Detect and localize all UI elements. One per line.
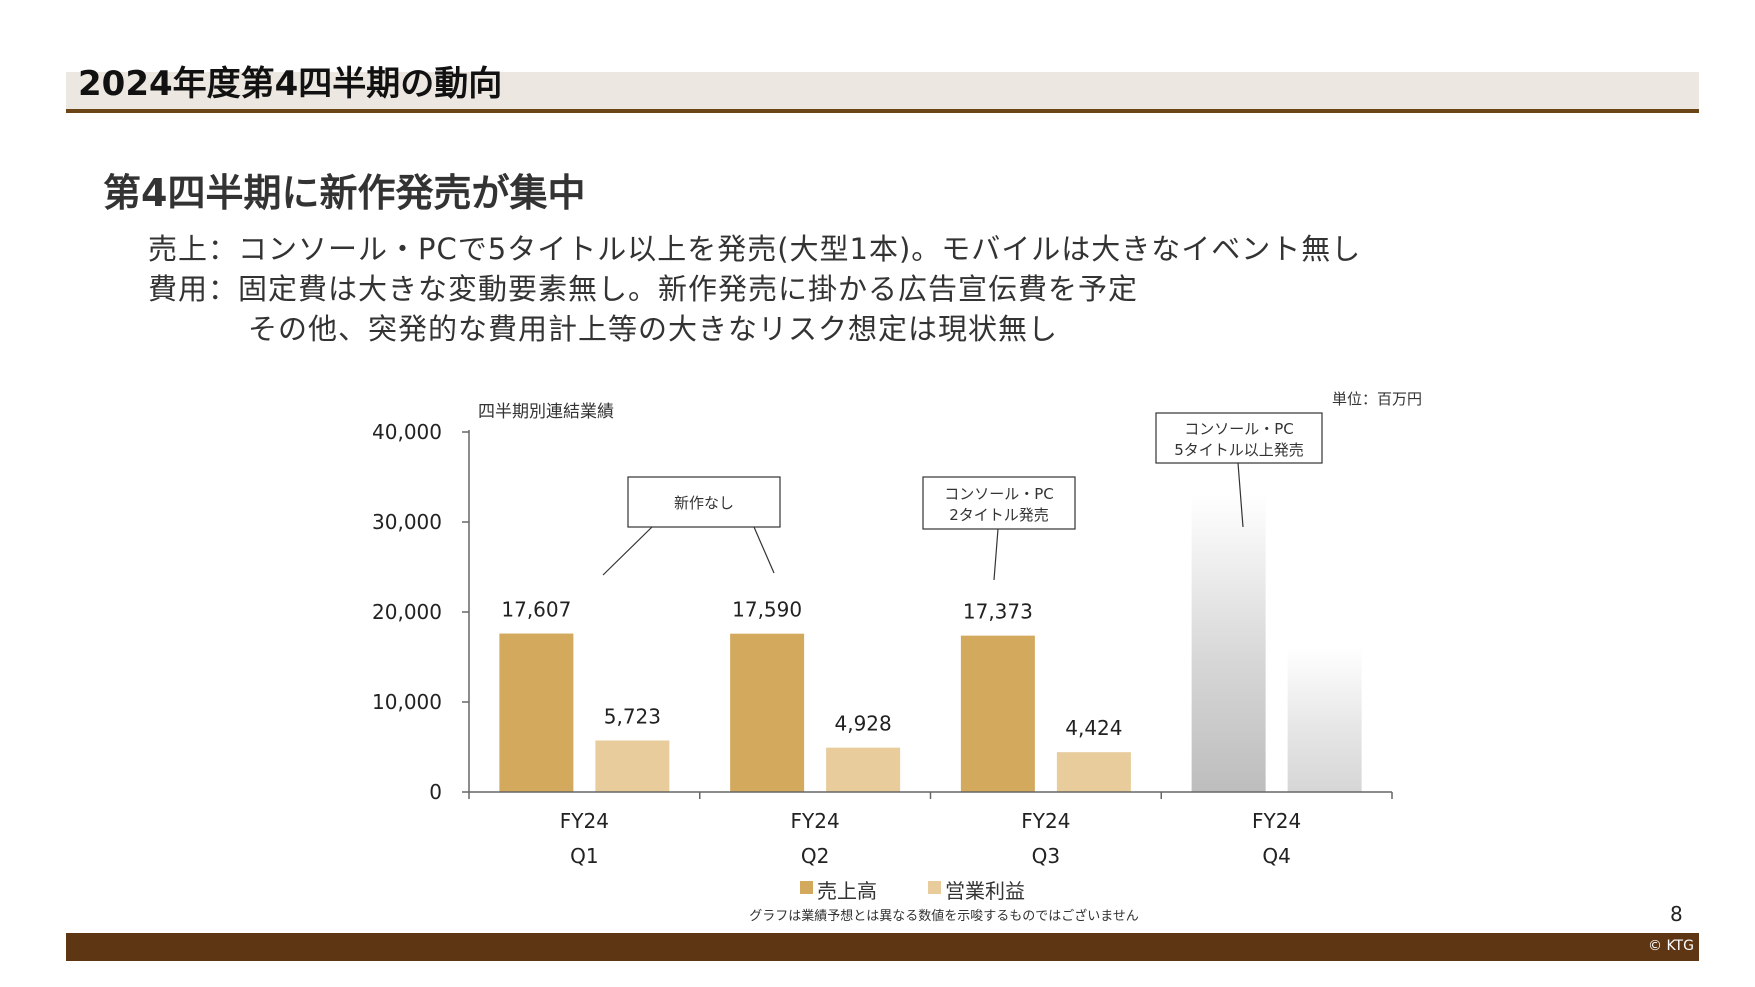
x-tick-label: Q4	[1262, 844, 1290, 868]
x-tick-label: FY24	[1252, 809, 1301, 833]
legend-swatch-sales	[800, 881, 813, 894]
copyright: © KTG	[1648, 938, 1694, 954]
page-number: 8	[1670, 902, 1683, 926]
bar	[960, 635, 1035, 792]
legend-swatch-operating-profit	[928, 881, 941, 894]
y-tick-label: 40,000	[372, 420, 442, 444]
title-band	[66, 72, 1699, 110]
bar-value-label: 17,373	[963, 600, 1033, 624]
bar	[826, 747, 901, 792]
bar-value-label: 4,928	[834, 712, 891, 736]
bar-value-label: 4,424	[1065, 716, 1122, 740]
callout-text: 5タイトル以上発売	[1174, 441, 1304, 459]
slide-title: 2024年度第4四半期の動向	[78, 64, 503, 104]
x-axis-ticks: FY24 Q1 FY24 Q2 FY24 Q3 FY24 Q4	[468, 792, 1393, 868]
x-tick-label: FY24	[560, 809, 609, 833]
bars	[499, 495, 1362, 792]
chart-title: 四半期別連結業績	[478, 402, 614, 422]
callout-text: 新作なし	[674, 494, 734, 512]
bar	[730, 633, 805, 792]
callout-text: コンソール・PC	[944, 485, 1054, 503]
callout-q4-releases: コンソール・PC 5タイトル以上発売	[1155, 412, 1323, 528]
y-tick-label: 0	[429, 780, 442, 804]
title-rule	[66, 109, 1699, 113]
body-line-costs: 費用：固定費は大きな変動要素無し。新作発売に掛かる広告宣伝費を予定	[148, 272, 1139, 306]
x-tick-label: Q3	[1032, 844, 1060, 868]
callout-no-new-titles: 新作なし	[602, 476, 781, 576]
x-tick-label: Q2	[801, 844, 829, 868]
legend-label-operating-profit: 営業利益	[945, 879, 1025, 903]
bar-value-label: 17,590	[732, 598, 802, 622]
headline: 第4四半期に新作発売が集中	[103, 171, 586, 215]
legend: 売上高 営業利益	[800, 879, 1025, 903]
callout-text: 2タイトル発売	[949, 506, 1049, 524]
x-tick-label: FY24	[1021, 809, 1070, 833]
bar-forecast-placeholder	[1287, 648, 1362, 792]
y-tick-label: 30,000	[372, 510, 442, 534]
bar-value-labels: 17,607 5,723 17,590 4,928 17,373 4,424	[501, 598, 1122, 741]
bar-value-label: 5,723	[604, 704, 661, 728]
y-axis-ticks: 0 10,000 20,000 30,000 40,000	[372, 420, 469, 804]
bar	[499, 633, 574, 792]
bar-forecast-placeholder	[1191, 495, 1266, 792]
chart-note: グラフは業績予想とは異なる数値を示唆するものではございません	[749, 908, 1139, 924]
bar	[595, 740, 670, 792]
body-line-sales: 売上：コンソール・PCで5タイトル以上を発売(大型1本)。モバイルは大きなイベン…	[148, 232, 1362, 266]
callout-text: コンソール・PC	[1184, 420, 1294, 438]
x-tick-label: Q1	[570, 844, 598, 868]
bar-value-label: 17,607	[501, 598, 571, 622]
footer-bar	[66, 933, 1699, 961]
y-tick-label: 20,000	[372, 600, 442, 624]
unit-label: 単位：百万円	[1332, 390, 1422, 408]
callout-q3-releases: コンソール・PC 2タイトル発売	[922, 476, 1076, 581]
x-tick-label: FY24	[791, 809, 840, 833]
body-line-other: その他、突発的な費用計上等の大きなリスク想定は現状無し	[248, 312, 1059, 346]
bar	[1056, 752, 1131, 792]
y-tick-label: 10,000	[372, 690, 442, 714]
legend-label-sales: 売上高	[817, 879, 877, 903]
